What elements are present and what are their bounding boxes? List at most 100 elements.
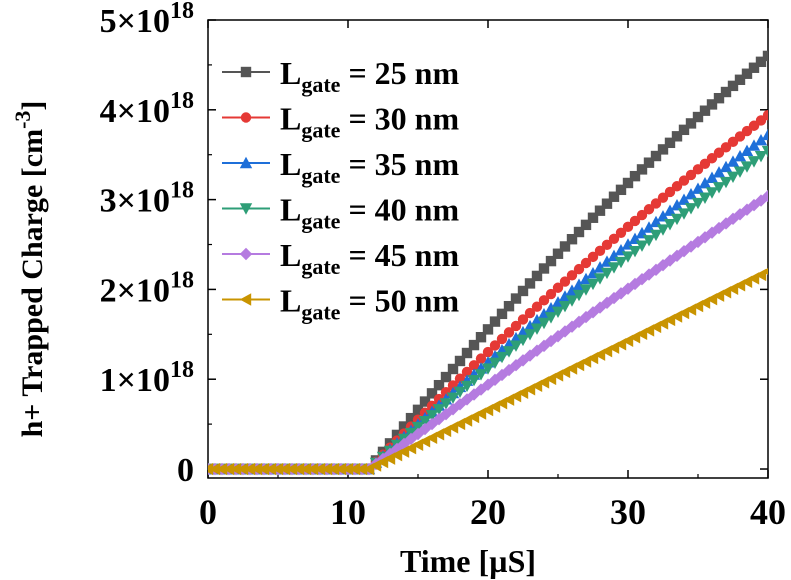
data-point [762,50,768,62]
data-point [243,462,256,476]
data-point [684,187,698,200]
data-point [544,312,558,324]
data-point [671,131,683,142]
data-point [643,204,655,215]
data-point [692,111,704,123]
data-point [468,360,480,371]
legend-label: Lgate = 30 nm [280,101,459,143]
data-point [635,240,649,252]
data-point [699,105,711,116]
data-point [538,263,550,274]
data-point [496,308,508,320]
data-point [446,392,460,404]
data-point [531,270,543,282]
data-point [341,462,354,476]
data-point [587,251,599,263]
data-point [524,307,536,319]
data-point [481,363,495,375]
data-point [741,68,753,79]
data-point [531,301,543,312]
data-point [398,421,410,432]
x-tick-label: 10 [330,492,366,532]
data-point [761,145,768,158]
data-point [447,363,459,375]
legend-marker [239,293,252,306]
data-point [754,134,768,146]
data-point [692,164,704,175]
legend-marker [240,112,252,123]
x-axis-title: Time [µS] [400,543,536,579]
data-point [664,186,676,198]
data-point [580,257,592,269]
data-point [650,150,662,162]
plot-area [208,50,768,476]
data-point [334,462,347,476]
data-point [229,462,242,476]
data-point [565,295,579,307]
legend-marker [240,66,252,78]
data-point [523,319,537,332]
data-point [761,189,768,203]
data-point [412,404,424,416]
data-point [517,314,529,325]
data-point [468,339,480,351]
data-point [614,256,628,269]
legend-label: Lgate = 45 nm [280,237,459,279]
data-point [433,379,445,391]
data-point [733,166,747,178]
data-point [699,158,711,169]
data-point [579,284,593,296]
data-point [250,462,263,476]
data-point [510,293,522,304]
data-point [761,128,768,141]
data-point [740,161,754,173]
data-point [523,329,537,341]
data-point [691,182,705,194]
data-point [663,204,677,216]
data-point [537,317,551,330]
data-point [524,278,536,289]
data-point [482,346,494,358]
data-point [615,227,627,238]
data-point [327,462,340,476]
data-point [495,351,509,364]
x-tick-label: 0 [199,492,217,532]
data-point [608,233,620,244]
data-point [671,181,683,192]
data-point [411,421,425,434]
data-point [510,320,522,332]
x-tick-label: 20 [470,492,506,532]
data-point [684,203,698,215]
data-point [629,215,641,227]
data-point [650,198,662,209]
data-point [475,331,487,343]
data-point [278,462,291,476]
data-point [475,353,487,364]
data-point [615,184,627,196]
data-point [496,333,508,345]
data-point [271,462,284,476]
data-point [559,276,571,287]
data-point [552,248,564,259]
data-point [720,142,732,153]
data-point [656,210,670,222]
data-point [215,462,228,476]
data-point [593,273,607,285]
data-point [461,347,473,359]
data-point [467,374,481,387]
data-point [677,208,691,220]
data-point [503,300,515,312]
data-point [663,219,677,231]
data-point [488,357,502,370]
data-point [440,371,452,383]
data-point [678,124,690,136]
data-point [761,268,768,275]
data-point [720,86,732,98]
data-point [461,366,473,378]
data-point [698,176,712,189]
data-point [657,144,669,155]
data-point [418,415,432,428]
data-point [713,147,725,158]
